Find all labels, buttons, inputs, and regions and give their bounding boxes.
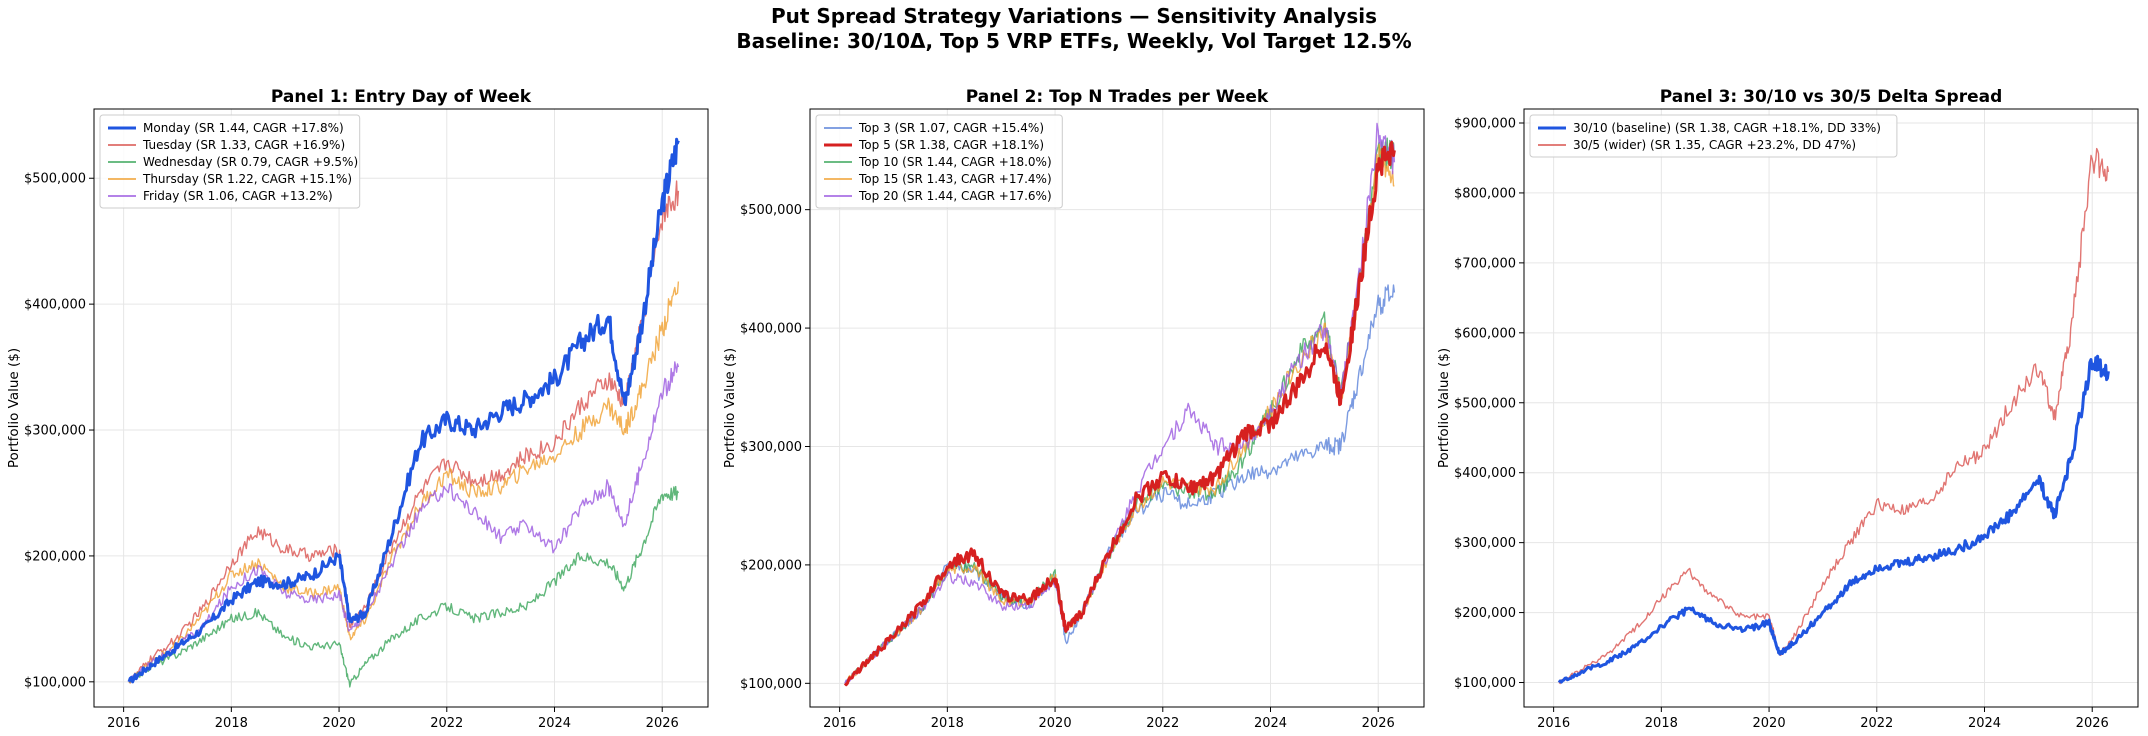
x-tick-label: 2022 [1146,716,1179,731]
series-line [844,122,1396,684]
axes-frame [1523,108,2139,708]
legend-entry: Friday (SR 1.06, CAGR +13.2%) [143,189,333,203]
axes-frame [93,108,709,708]
x-tick-label: 2024 [1968,716,2001,731]
legend-box [815,114,1063,209]
panel-title: Panel 3: 30/10 vs 30/5 Delta Spread [1660,87,2003,107]
figure-title-line-1: Put Spread Strategy Variations — Sensiti… [770,4,1378,28]
figure-title: Put Spread Strategy Variations — Sensiti… [0,4,2148,54]
legend-entry: Top 5 (SR 1.38, CAGR +18.1%) [858,138,1044,152]
panel-2: Panel 2: Top N Trades per Week 2016 2018 20… [722,87,1425,731]
x-tick-label: 2022 [1860,716,1893,731]
x-tick-label: 2016 [107,716,140,731]
x-tick-label: 2016 [823,716,856,731]
y-axis-label: Portfolio Value ($) [722,348,738,468]
y-tick-label: $600,000 [1454,326,1516,341]
x-tick-label: 2020 [1039,716,1072,731]
legend-entry: Thursday (SR 1.22, CAGR +15.1%) [142,172,352,186]
legend-entry: Top 10 (SR 1.44, CAGR +18.0%) [858,155,1052,169]
legend-entry: Top 20 (SR 1.44, CAGR +17.6%) [858,189,1052,203]
series-line [1558,147,2110,685]
y-tick-label: $900,000 [1454,116,1516,131]
legend-entry: Monday (SR 1.44, CAGR +17.8%) [143,121,344,135]
axes-frame [809,108,1425,708]
y-tick-label: $700,000 [1454,256,1516,271]
x-tick-label: 2026 [646,716,679,731]
legend-entry: 30/10 (baseline) (SR 1.38, CAGR +18.1%, … [1573,121,1881,135]
x-tick-label: 2026 [1362,716,1395,731]
x-tick-label: 2026 [2076,716,2109,731]
y-axis-label: Portfolio Value ($) [6,348,22,468]
x-tick-label: 2018 [1645,716,1678,731]
panel-title: Panel 1: Entry Day of Week [271,87,532,107]
legend-entry: 30/5 (wider) (SR 1.35, CAGR +23.2%, DD 4… [1573,138,1856,152]
y-tick-label: $400,000 [24,298,86,313]
figure-title-line-2: Baseline: 30/10Δ, Top 5 VRP ETFs, Weekly… [736,29,1412,53]
legend-entry: Top 3 (SR 1.07, CAGR +15.4%) [858,121,1044,135]
y-tick-label: $300,000 [24,424,86,439]
series-line [844,284,1396,684]
series-line [843,140,1396,687]
x-tick-label: 2018 [931,716,964,731]
y-tick-label: $500,000 [740,203,802,218]
series-line [128,485,680,688]
panel-3: Panel 3: 30/10 vs 30/5 Delta Spread 2016 2… [1436,87,2139,731]
x-tick-label: 2024 [1254,716,1287,731]
legend-entry: Tuesday (SR 1.33, CAGR +16.9%) [142,138,345,152]
series-line [1557,354,2110,684]
y-tick-label: $300,000 [1454,536,1516,551]
y-tick-label: $200,000 [24,549,86,564]
panel-1: Panel 1: Entry Day of Week 2016 2018 2020 20… [6,87,709,731]
panel-title: Panel 2: Top N Trades per Week [966,87,1269,107]
legend-entry: Wednesday (SR 0.79, CAGR +9.5%) [143,155,358,169]
x-tick-label: 2018 [215,716,248,731]
series-line [128,180,680,684]
y-axis-label: Portfolio Value ($) [1436,348,1452,468]
y-tick-label: $100,000 [1454,676,1516,691]
series-line [128,361,680,683]
series-line [128,281,680,683]
y-tick-label: $100,000 [740,677,802,692]
y-tick-label: $500,000 [1454,396,1516,411]
legend-box [99,114,361,209]
x-tick-label: 2022 [430,716,463,731]
y-tick-label: $400,000 [1454,466,1516,481]
y-tick-label: $400,000 [740,322,802,337]
x-tick-label: 2016 [1537,716,1570,731]
y-tick-label: $200,000 [1454,606,1516,621]
x-tick-label: 2024 [538,716,571,731]
x-tick-label: 2020 [1753,716,1786,731]
y-tick-label: $100,000 [24,675,86,690]
x-tick-label: 2020 [323,716,356,731]
y-tick-label: $500,000 [24,172,86,187]
y-tick-label: $300,000 [740,440,802,455]
y-tick-label: $200,000 [740,558,802,573]
y-tick-label: $800,000 [1454,186,1516,201]
legend-box [1529,114,1898,158]
legend-entry: Top 15 (SR 1.43, CAGR +17.4%) [858,172,1052,186]
series-line [127,137,680,684]
